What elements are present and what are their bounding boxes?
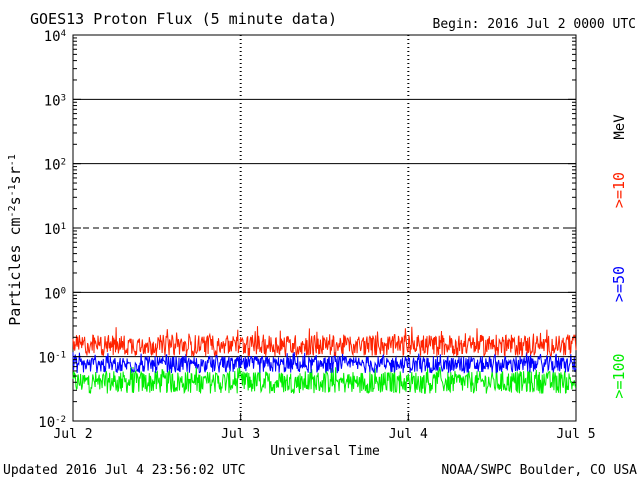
y-tick-label-0: 10-2 (38, 415, 66, 431)
chart-title: GOES13 Proton Flux (5 minute data) (30, 10, 337, 28)
y-tick-label-5: 103 (44, 93, 66, 109)
legend-unit: MeV (612, 114, 628, 140)
series-line-1 (72, 351, 577, 374)
x-axis-ticks: Jul 2 Jul 3 Jul 4 Jul 5 (53, 413, 596, 442)
x-tick-label-3: Jul 5 (556, 427, 595, 442)
y-axis-ticks: 10-2 10-1 100 101 102 103 104 (38, 29, 576, 431)
y-tick-label-4: 102 (44, 158, 66, 174)
updated-timestamp: Updated 2016 Jul 4 23:56:02 UTC (3, 463, 246, 478)
legend-ge10: >=10 (610, 172, 628, 208)
legend-ge50: >=50 (610, 266, 628, 302)
y-axis-label: Particles cm-2s-1sr-1 (6, 154, 24, 326)
legend: MeV >=10 >=50 >=100 (610, 114, 628, 399)
y-tick-label-6: 104 (44, 29, 66, 45)
x-tick-label-0: Jul 2 (53, 427, 92, 442)
series-line-2 (72, 366, 577, 395)
x-axis-label: Universal Time (270, 444, 380, 459)
series-layer (72, 326, 577, 395)
credit-text: NOAA/SWPC Boulder, CO USA (441, 463, 637, 478)
y-tick-label-1: 10-1 (38, 351, 66, 367)
day-dividers (239, 35, 410, 421)
threshold-lines (73, 98, 576, 358)
series-line-0 (72, 326, 577, 358)
y-tick-label-2: 100 (44, 286, 66, 302)
x-tick-label-1: Jul 3 (221, 427, 260, 442)
y-tick-label-3: 101 (44, 222, 66, 238)
begin-time: Begin: 2016 Jul 2 0000 UTC (433, 17, 637, 32)
legend-ge100: >=100 (610, 353, 628, 398)
x-tick-label-2: Jul 4 (389, 427, 428, 442)
